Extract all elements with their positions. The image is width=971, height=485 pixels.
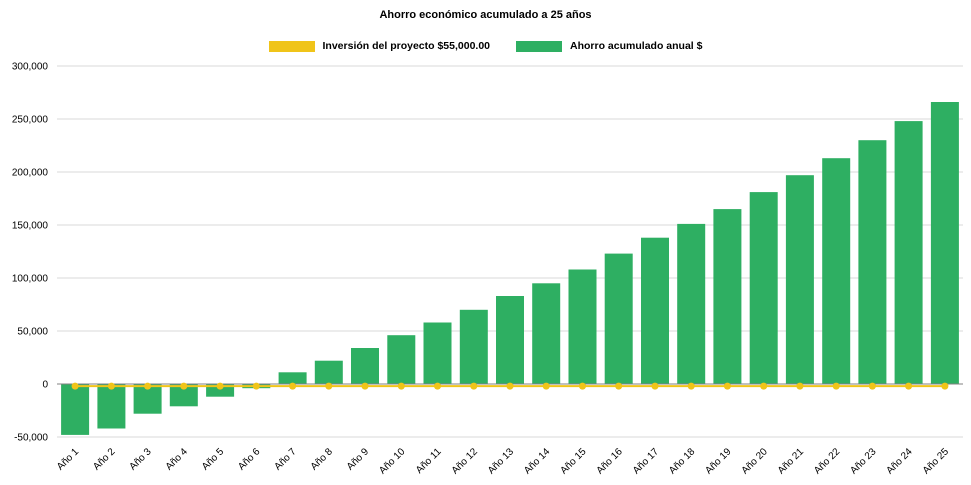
x-axis-tick-label: Año 9 [345, 446, 372, 473]
x-axis-tick-label: Año 20 [740, 446, 770, 476]
bar-ano-5 [206, 384, 235, 397]
investment-line-marker [579, 382, 586, 390]
bar-ano-19 [713, 209, 742, 384]
x-axis-tick-label: Año 17 [631, 446, 661, 476]
y-axis-tick-label: 300,000 [12, 62, 49, 73]
x-axis-tick-label: Año 3 [127, 446, 154, 473]
bar-ano-25 [930, 102, 959, 384]
bar-ano-23 [858, 140, 887, 384]
bar-ano-9 [351, 348, 379, 384]
bar-ano-13 [496, 296, 524, 384]
x-axis-tick-label: Año 8 [309, 446, 336, 473]
x-axis-tick-label: Año 15 [558, 446, 588, 476]
legend-label-inversion: Inversión del proyecto $55,000.00 [322, 40, 491, 52]
x-axis-tick-label: Año 22 [812, 446, 842, 476]
bar-ano-4 [169, 384, 198, 407]
x-axis-tick-label: Año 2 [91, 446, 118, 473]
bar-ano-2 [97, 384, 126, 429]
bar-ano-17 [641, 237, 669, 384]
x-axis-tick-label: Año 12 [450, 446, 480, 476]
investment-line-marker [796, 382, 804, 390]
y-axis-tick-label: 150,000 [12, 221, 49, 232]
x-axis-tick-label: Año 1 [55, 446, 82, 473]
y-axis-tick-label: 250,000 [12, 115, 49, 126]
investment-line-marker [615, 382, 623, 390]
y-axis-tick-label: 0 [42, 380, 48, 391]
bar-ano-8 [314, 360, 343, 384]
bar-ano-12 [459, 309, 488, 384]
investment-line-marker [760, 382, 768, 390]
bar-ano-18 [677, 223, 706, 384]
x-axis-tick-label: Año 13 [486, 446, 516, 476]
chart-legend: Inversión del proyecto $55,000.00 Ahorro… [0, 40, 971, 52]
x-axis-tick-label: Año 7 [272, 446, 299, 473]
legend-swatch-ahorro [516, 40, 563, 52]
x-axis-tick-label: Año 19 [703, 446, 733, 476]
investment-line-marker [361, 382, 369, 390]
investment-line-marker [144, 382, 152, 390]
x-axis-tick-label: Año 4 [164, 446, 191, 473]
bar-ano-20 [749, 192, 778, 384]
x-axis-tick-label: Año 6 [236, 446, 263, 473]
investment-line-marker [868, 382, 876, 390]
investment-line-marker [542, 382, 550, 390]
investment-line-marker [687, 382, 695, 390]
investment-line-marker [325, 382, 333, 390]
investment-line-marker [180, 382, 188, 390]
chart-title: Ahorro económico acumulado a 25 años [379, 9, 592, 21]
y-axis-tick-label: 200,000 [12, 168, 49, 179]
bar-ano-14 [532, 283, 561, 384]
x-axis-tick-label: Año 11 [414, 446, 444, 476]
legend-swatch-inversion [268, 40, 315, 52]
investment-line-marker [470, 382, 478, 390]
x-axis-tick-label: Año 18 [667, 446, 697, 476]
investment-line-marker [832, 382, 840, 390]
legend-item-ahorro: Ahorro acumulado anual $ [516, 40, 702, 52]
bar-ano-24 [894, 121, 923, 384]
x-axis-tick-label: Año 16 [595, 446, 625, 476]
y-axis-tick-label: 50,000 [17, 327, 48, 338]
bar-ano-1 [61, 384, 90, 435]
x-axis-tick-label: Año 24 [885, 446, 915, 476]
investment-line-marker [905, 382, 913, 390]
bar-ano-15 [568, 269, 597, 384]
x-axis-tick-label: Año 25 [921, 446, 951, 476]
investment-line-marker [216, 382, 224, 390]
bar-ano-7 [278, 372, 307, 384]
investment-line-marker [506, 382, 514, 390]
y-axis-tick-label: -50,000 [14, 433, 48, 444]
bar-ano-11 [423, 322, 452, 384]
bar-ano-16 [604, 253, 633, 384]
investment-line-marker [107, 382, 115, 390]
bar-ano-22 [822, 158, 851, 384]
bar-ano-10 [387, 335, 416, 384]
investment-line-marker [289, 382, 297, 390]
investment-line-marker [397, 382, 405, 390]
investment-line-marker [723, 382, 731, 390]
legend-item-inversion: Inversión del proyecto $55,000.00 [268, 40, 491, 52]
bar-ano-21 [785, 175, 814, 384]
x-axis-tick-label: Año 23 [848, 446, 878, 476]
x-axis-tick-label: Año 21 [776, 446, 806, 476]
y-axis-tick-label: 100,000 [12, 274, 49, 285]
x-axis-tick-label: Año 10 [377, 446, 407, 476]
x-axis-tick-label: Año 5 [200, 446, 227, 473]
investment-line-marker [651, 382, 659, 390]
investment-line-marker [71, 382, 79, 390]
investment-line-marker [941, 382, 949, 390]
investment-line-marker [434, 382, 441, 390]
x-axis-tick-label: Año 14 [522, 446, 552, 476]
legend-label-ahorro: Ahorro acumulado anual $ [570, 40, 703, 52]
investment-line-marker [252, 382, 260, 390]
